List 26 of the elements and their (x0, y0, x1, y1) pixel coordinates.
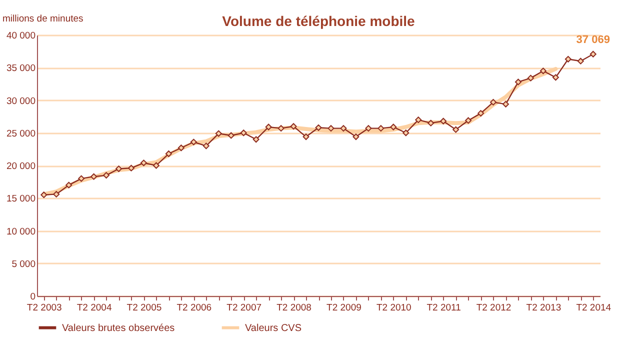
chart-title: Volume de téléphonie mobile (222, 13, 416, 29)
x-tick-label: T2 2010 (376, 302, 412, 314)
y-tick-label: 35 000 (6, 63, 36, 74)
x-tick-label: T2 2011 (426, 302, 461, 314)
y-axis-title: millions de minutes (2, 14, 84, 24)
legend-label: Valeurs CVS (245, 322, 302, 334)
y-tick-label: 15 000 (6, 194, 36, 205)
x-tick-label: T2 2007 (226, 302, 262, 314)
x-tick-label: T2 2008 (276, 302, 312, 314)
y-tick-label: 10 000 (6, 226, 36, 238)
x-tick-label: T2 2003 (26, 302, 62, 314)
y-tick-label: 25 000 (6, 128, 36, 140)
y-tick-label: 40 000 (6, 30, 36, 42)
y-tick-label: 30 000 (6, 96, 36, 107)
x-tick-label: T2 2006 (176, 302, 212, 314)
x-tick-label: T2 2012 (476, 302, 512, 314)
x-tick-label: T2 2014 (576, 302, 612, 314)
x-tick-label: T2 2009 (326, 302, 362, 314)
y-tick-label: 5 000 (12, 258, 36, 270)
legend-label: Valeurs brutes observées (62, 322, 175, 334)
x-tick-label: T2 2005 (126, 302, 162, 314)
data-label: 37 069 (576, 34, 610, 46)
x-tick-label: T2 2013 (526, 302, 562, 314)
y-tick-label: 0 (30, 292, 36, 302)
y-tick-label: 20 000 (6, 161, 36, 172)
x-tick-label: T2 2004 (76, 302, 112, 314)
